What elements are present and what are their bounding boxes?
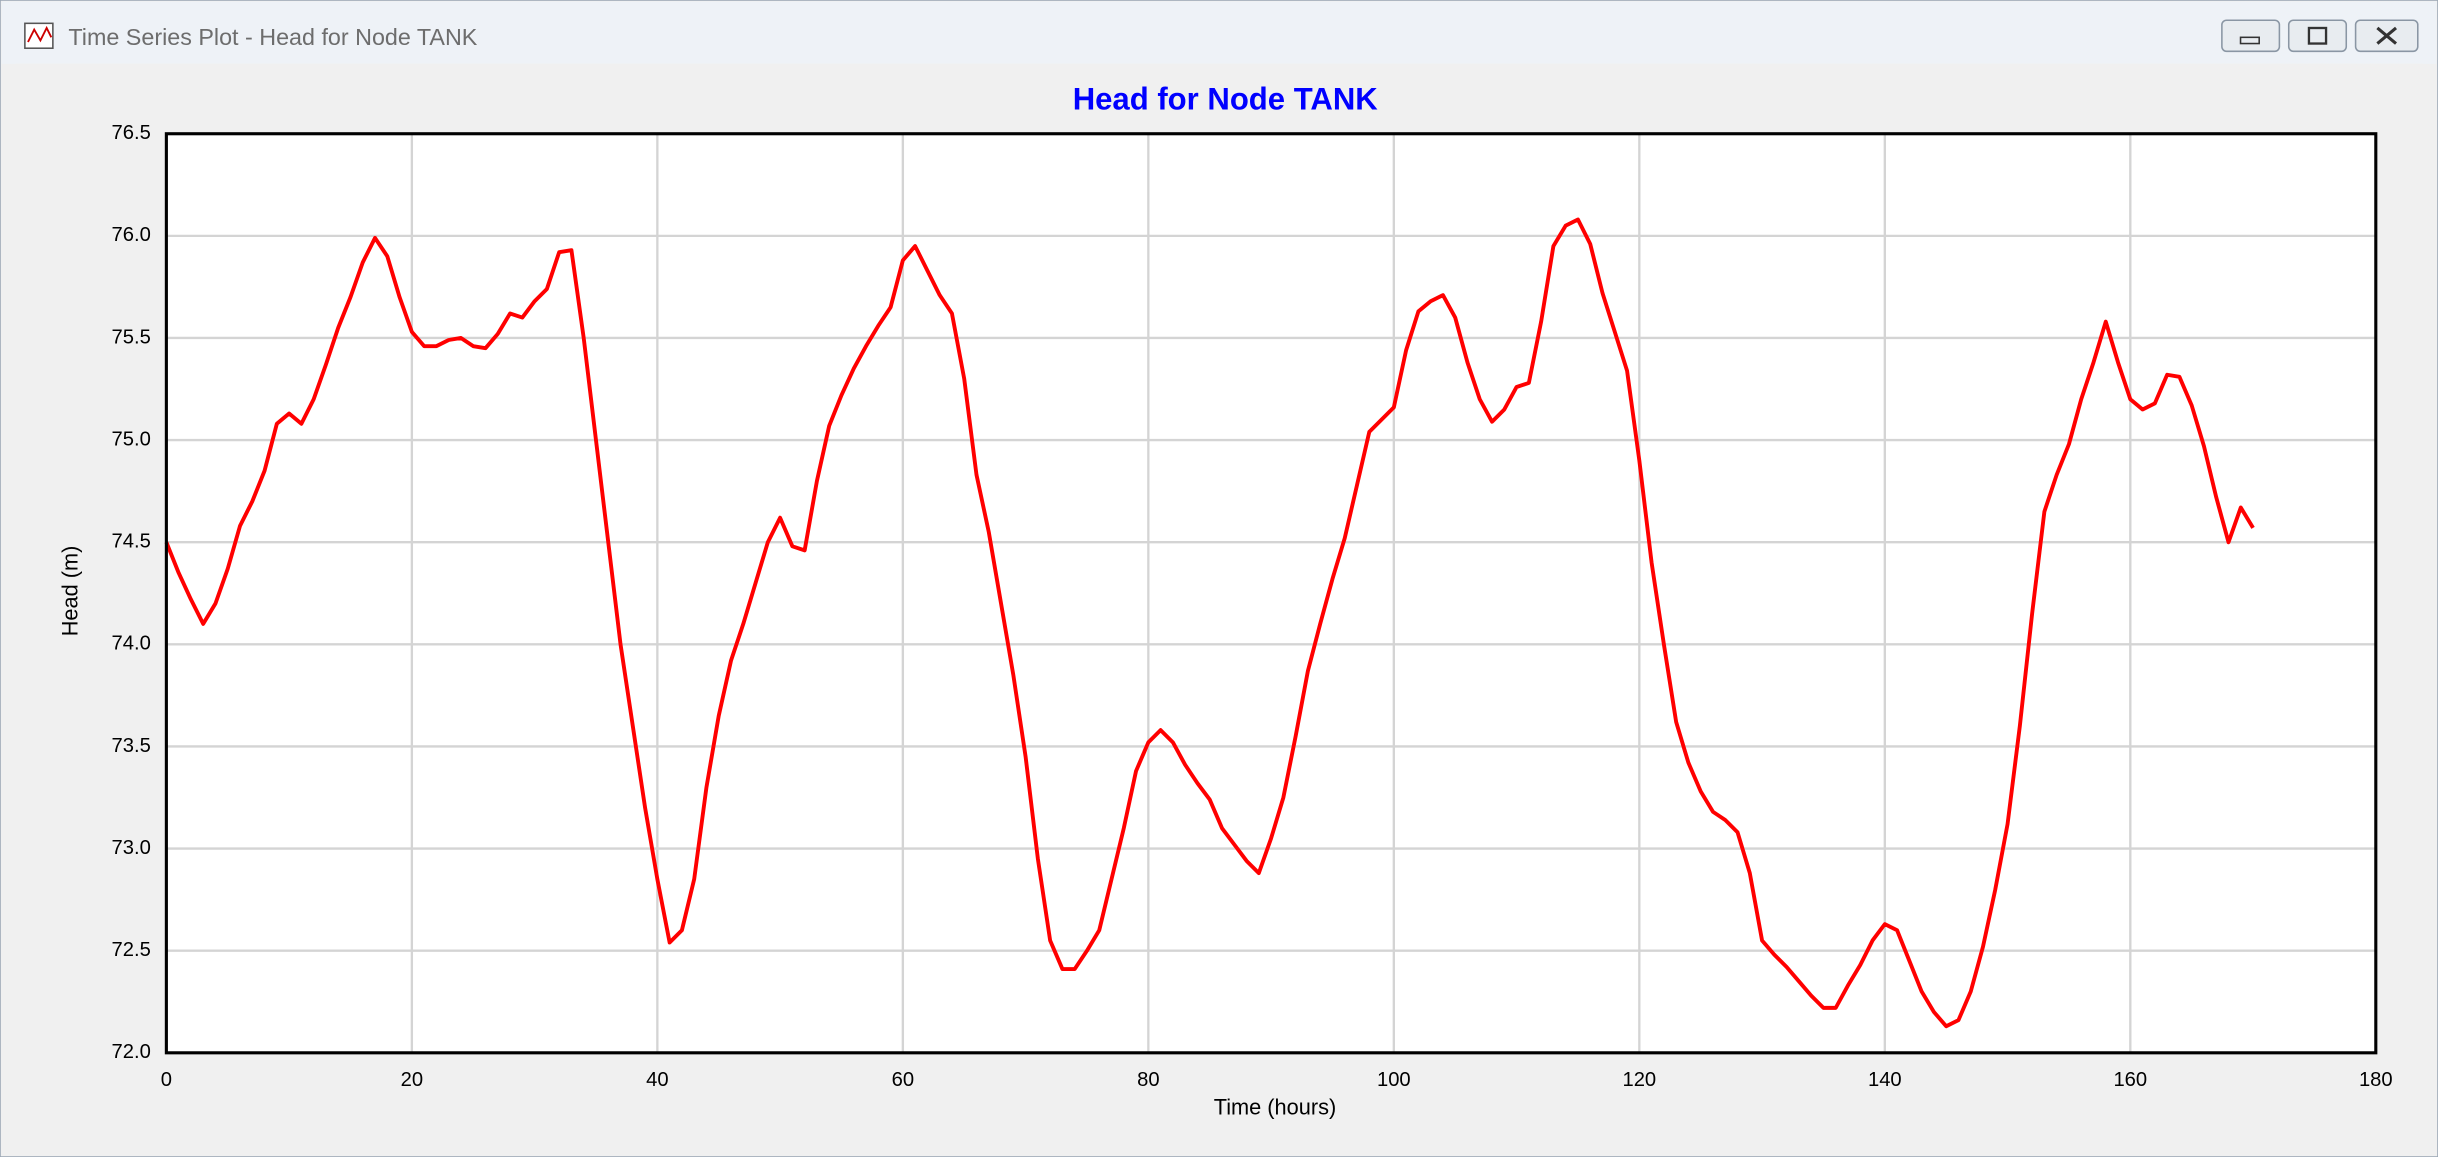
y-axis-label: Head (m): [57, 546, 82, 637]
x-tick-label: 160: [2113, 1069, 2147, 1091]
ticks: 72.0 72.5 73.0 73.5 74.0 74.5 75.0 75.5 76.0 76.5…: [111, 122, 2392, 1091]
restore-button[interactable]: [2287, 19, 2348, 53]
series-line: [164, 217, 2255, 1029]
y-tick-label: 75.5: [111, 326, 150, 348]
minimize-button[interactable]: [2221, 19, 2281, 53]
x-tick-label: 140: [1868, 1069, 1902, 1091]
x-tick-label: 0: [161, 1069, 172, 1091]
window-icon: [24, 22, 54, 49]
y-tick-label: 73.5: [111, 735, 150, 757]
y-tick-label: 74.5: [111, 531, 150, 553]
y-tick-label: 73.0: [111, 837, 150, 859]
plot-border: [164, 132, 2378, 1055]
y-tick-label: 76.5: [111, 122, 150, 144]
close-button[interactable]: [2354, 19, 2419, 53]
x-tick-label: 100: [1377, 1069, 1411, 1091]
chart-title: Head for Node TANK: [1073, 81, 1379, 116]
window-title: Time Series Plot - Head for Node TANK: [68, 24, 477, 50]
y-tick-label: 72.0: [111, 1041, 150, 1063]
y-tick-label: 74.0: [111, 633, 150, 655]
series: [164, 217, 2255, 1029]
x-tick-label: 80: [1137, 1069, 1159, 1091]
y-tick-label: 75.0: [111, 428, 150, 450]
x-tick-label: 60: [892, 1069, 914, 1091]
x-tick-label: 180: [2359, 1069, 2393, 1091]
x-axis-label: Time (hours): [1214, 1095, 1336, 1120]
x-tick-label: 20: [401, 1069, 423, 1091]
x-tick-label: 40: [646, 1069, 668, 1091]
plot-area: [166, 133, 2376, 1053]
x-tick-label: 120: [1622, 1069, 1656, 1091]
y-tick-label: 76.0: [111, 224, 150, 246]
y-tick-label: 72.5: [111, 939, 150, 961]
title-bar: [1, 1, 2437, 64]
